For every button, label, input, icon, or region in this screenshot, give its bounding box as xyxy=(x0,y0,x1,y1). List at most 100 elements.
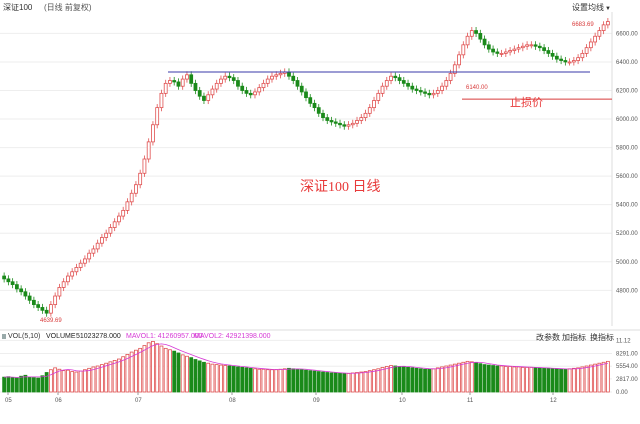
candle-body xyxy=(185,74,189,80)
caret-down-icon: ▼ xyxy=(605,6,611,12)
candle-body xyxy=(151,124,155,143)
volume-bar xyxy=(380,366,385,393)
volume-bar xyxy=(189,357,194,393)
volume-bar xyxy=(253,368,257,393)
volume-bar xyxy=(197,360,202,393)
volume-bar xyxy=(27,376,32,393)
candle-body xyxy=(227,75,232,79)
candle-body xyxy=(512,48,517,51)
candle-body xyxy=(554,55,559,60)
x-tick-label: 09 xyxy=(313,398,320,404)
candle-body xyxy=(474,30,478,34)
volume-bar xyxy=(321,371,325,393)
volume-bar xyxy=(138,347,143,393)
volume-bar xyxy=(435,367,440,393)
x-tick-label: 06 xyxy=(55,398,62,404)
candle-body xyxy=(571,60,576,63)
candle-body xyxy=(452,64,457,74)
candle-body xyxy=(291,75,296,81)
volume-bar xyxy=(346,373,351,393)
candle-body xyxy=(559,58,563,61)
price-tick-label: 4800.00 xyxy=(616,288,638,294)
volume-bar xyxy=(333,372,338,393)
candle-body xyxy=(508,50,512,53)
candle-body xyxy=(469,30,474,37)
volume-bar xyxy=(74,371,79,393)
volume-bar xyxy=(525,366,529,393)
stop-loss-annotation: 止损价 xyxy=(510,95,543,109)
candle-body xyxy=(244,90,249,94)
volume-bar xyxy=(605,360,610,393)
candle-body xyxy=(95,242,100,250)
x-tick-label: 10 xyxy=(399,398,406,404)
volume-bar xyxy=(134,349,138,393)
change-params-button[interactable]: 改参数 xyxy=(536,333,560,342)
volume-bar xyxy=(533,367,538,393)
volume-bar xyxy=(512,366,517,393)
add-indicator-button[interactable]: 加指标 xyxy=(562,333,586,342)
candle-body xyxy=(129,192,134,203)
price-tick-label: 6600.00 xyxy=(616,31,638,37)
candle-body xyxy=(389,75,393,81)
candle-body xyxy=(117,215,121,223)
volume-bar xyxy=(236,366,240,393)
switch-indicator-button[interactable]: 换指标 xyxy=(590,333,614,342)
volume-bar xyxy=(401,366,406,393)
candle-body xyxy=(448,72,453,81)
x-tick-label: 08 xyxy=(229,398,236,404)
candle-body xyxy=(406,82,410,87)
volume-bar xyxy=(448,364,453,393)
candle-body xyxy=(40,307,45,311)
candle-body xyxy=(542,47,546,51)
volume-bar xyxy=(427,368,432,393)
candle-body xyxy=(74,267,79,273)
candle-body xyxy=(172,80,177,83)
candle-body xyxy=(601,24,606,31)
candle-body xyxy=(338,122,342,126)
candle-body xyxy=(342,124,347,127)
volume-bar xyxy=(2,376,7,393)
x-axis: 05 06 07 08 09 10 11 12 xyxy=(5,392,557,404)
price-tick-label: 5600.00 xyxy=(616,174,638,180)
volume-bar xyxy=(261,368,266,393)
candle-body xyxy=(180,78,185,87)
candle-body xyxy=(427,92,432,96)
collapse-icon[interactable] xyxy=(2,334,6,339)
volume-bar xyxy=(49,369,53,393)
volume-tick-label: 0.00 xyxy=(616,390,628,396)
candle-body xyxy=(308,97,313,104)
volume-bar xyxy=(406,366,410,393)
candle-body xyxy=(197,90,202,97)
volume-bar xyxy=(32,377,36,393)
ma-settings-button[interactable]: 设置均线▼ xyxy=(572,2,611,13)
candle-body xyxy=(176,81,181,87)
candle-body xyxy=(418,90,423,93)
x-tick-label: 12 xyxy=(550,398,557,404)
volume-bar xyxy=(372,369,376,393)
candle-body xyxy=(270,75,274,80)
candle-body xyxy=(316,107,321,114)
candle-body xyxy=(367,107,372,114)
candle-body xyxy=(146,141,151,160)
candle-body xyxy=(142,158,147,174)
price-tick-label: 5400.00 xyxy=(616,203,638,209)
price-axis: 6600.00 6400.00 6200.00 6000.00 5800.00 5600.… xyxy=(616,31,638,396)
candle-body xyxy=(155,107,160,126)
candle-body xyxy=(159,92,164,109)
stop-loss-value: 6140.00 xyxy=(466,85,488,91)
price-tick-label: 6200.00 xyxy=(616,89,638,95)
volume-bar xyxy=(601,361,606,393)
candle-body xyxy=(23,291,28,297)
volume-bar xyxy=(185,355,189,393)
candle-body xyxy=(401,80,406,84)
volume-bar xyxy=(457,362,461,393)
candle-body xyxy=(27,295,32,301)
volume-bar xyxy=(495,365,500,393)
volume-bar xyxy=(206,362,211,393)
volume-tick-label: 5554.00 xyxy=(616,364,638,370)
volume-bar xyxy=(129,351,134,393)
volume-tick-label: 2817.00 xyxy=(616,377,638,383)
volume-bar xyxy=(593,363,598,393)
volume-bar xyxy=(520,366,525,393)
